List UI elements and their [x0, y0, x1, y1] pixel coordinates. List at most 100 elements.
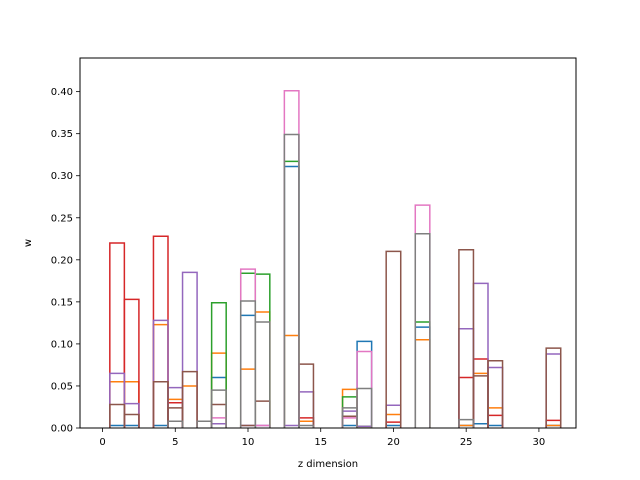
bar — [458, 376, 475, 428]
y-tick-label: 0.05 — [51, 381, 73, 392]
bar — [152, 235, 169, 428]
bar — [472, 282, 489, 428]
x-tick-label: 15 — [314, 437, 327, 448]
bar — [341, 417, 358, 428]
bar — [458, 418, 475, 428]
bar — [109, 242, 126, 428]
bar — [356, 350, 373, 428]
series-bars — [109, 90, 562, 428]
bar — [210, 301, 227, 428]
bar — [254, 273, 271, 428]
bar — [385, 250, 402, 428]
plot-frame — [79, 57, 577, 429]
bar — [341, 396, 358, 428]
x-tick-label: 20 — [387, 437, 400, 448]
bar — [167, 420, 184, 428]
bar — [239, 314, 257, 428]
bar — [254, 311, 271, 428]
bar — [545, 353, 562, 428]
y-tick-label: 0.10 — [51, 339, 73, 350]
bar — [109, 372, 126, 428]
y-tick-label: 0.15 — [51, 297, 73, 308]
bar — [545, 419, 562, 428]
bar — [414, 326, 431, 428]
bar — [414, 233, 431, 428]
bar — [356, 387, 373, 428]
series-6 — [210, 90, 431, 428]
x-tick-label: 5 — [172, 437, 178, 448]
series-2 — [210, 160, 431, 428]
bar — [472, 372, 489, 428]
bar — [123, 298, 140, 428]
bar — [356, 340, 373, 428]
bar — [283, 90, 300, 428]
y-tick-label: 0.30 — [51, 171, 73, 182]
bar — [181, 271, 198, 428]
y-tick-label: 0.35 — [51, 129, 73, 140]
bar — [167, 402, 184, 428]
bar — [414, 321, 431, 428]
bar — [123, 402, 140, 428]
bar — [487, 366, 504, 428]
bar — [152, 323, 169, 428]
bar — [458, 248, 475, 428]
y-axis-label: w — [23, 239, 34, 247]
bar — [123, 413, 140, 428]
bar — [254, 400, 271, 428]
bar — [298, 424, 315, 428]
bar — [414, 204, 431, 428]
y-tick-label: 0.25 — [51, 213, 73, 224]
x-axis-label: z dimension — [298, 459, 358, 470]
bar — [210, 417, 227, 428]
series-4 — [109, 271, 562, 428]
series-0 — [109, 165, 562, 428]
bar — [254, 321, 271, 428]
bar — [210, 389, 227, 428]
series-1 — [109, 311, 562, 428]
bar — [109, 403, 126, 428]
bar — [167, 420, 184, 428]
x-tick-label: 10 — [242, 437, 255, 448]
x-axis-ticks: 0 5 10 15 20 25 30 — [99, 428, 545, 448]
series-7 — [167, 133, 475, 428]
bar — [239, 268, 257, 428]
y-tick-label: 0.00 — [51, 424, 73, 435]
bar — [167, 398, 184, 428]
x-tick-label: 0 — [99, 437, 105, 448]
bar — [487, 359, 504, 428]
bar — [210, 376, 227, 428]
bar — [181, 370, 198, 428]
bar — [152, 319, 169, 428]
bar — [283, 160, 300, 428]
bar — [283, 334, 300, 428]
bar — [239, 368, 257, 428]
x-tick-label: 30 — [533, 437, 546, 448]
bar — [472, 423, 489, 428]
bar — [472, 375, 489, 428]
series-5 — [109, 248, 562, 428]
bar — [239, 300, 257, 428]
bar — [152, 381, 169, 428]
y-tick-label: 0.40 — [51, 87, 73, 98]
bar — [298, 420, 315, 428]
x-tick-label: 25 — [460, 437, 473, 448]
bar — [283, 165, 300, 428]
y-axis-ticks: 0.00 0.05 0.10 0.15 0.20 0.25 0.30 0.35 0.40 — [51, 87, 80, 435]
bar — [458, 328, 475, 428]
bar — [341, 388, 358, 428]
bar — [283, 133, 300, 428]
bar — [123, 381, 140, 428]
bar — [167, 407, 184, 428]
bar — [181, 385, 198, 428]
bar — [298, 391, 315, 428]
bar — [196, 420, 213, 428]
bar — [414, 338, 431, 428]
y-tick-label: 0.20 — [51, 255, 73, 266]
bar — [472, 358, 489, 428]
bar — [385, 404, 402, 428]
bar — [298, 417, 315, 428]
bar — [239, 272, 257, 428]
bar — [545, 347, 562, 428]
bar — [210, 423, 227, 428]
